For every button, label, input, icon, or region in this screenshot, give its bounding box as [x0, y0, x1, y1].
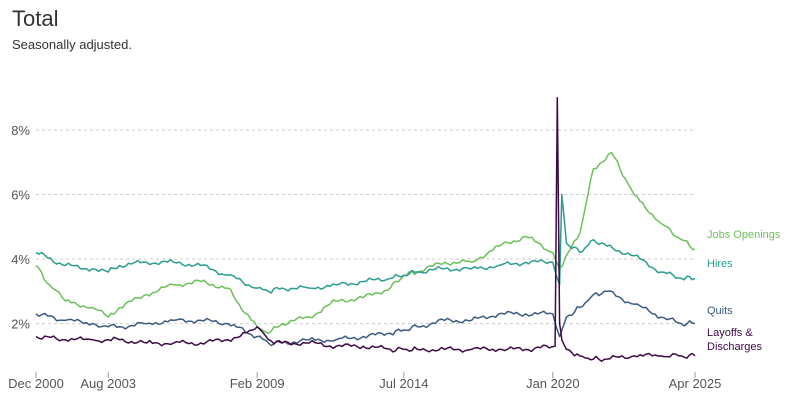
x-tick-label: Jul 2014 — [379, 376, 428, 391]
x-tick-label: Dec 2000 — [8, 376, 64, 391]
y-tick-label: 8% — [11, 123, 30, 138]
series-labels: Jobs Openings Hires Quits Layoffs & Discharg… — [707, 229, 781, 353]
x-tick-label: Aug 2003 — [80, 376, 136, 391]
series-label: Layoffs & — [707, 327, 753, 339]
series-label: Discharges — [707, 341, 763, 353]
chart-title: Total — [12, 6, 59, 31]
y-tick-label: 4% — [11, 252, 30, 267]
series-lines — [35, 96, 696, 363]
series-line-jobs-openings — [35, 151, 696, 335]
y-tick-label: 2% — [11, 317, 30, 332]
series-label: Jobs Openings — [707, 229, 781, 241]
x-tick-label: Apr 2025 — [669, 376, 722, 391]
x-tick-label: Jan 2020 — [526, 376, 580, 391]
axes: 2% 4% 6% 8% Dec 2000 Aug 2003 Feb 2009 Jul 2014… — [8, 123, 721, 391]
series-line-quits — [35, 290, 696, 347]
chart-subtitle: Seasonally adjusted. — [12, 37, 132, 52]
series-line-hires — [35, 193, 696, 294]
series-label: Quits — [707, 305, 733, 317]
x-tick-label: Feb 2009 — [230, 376, 285, 391]
series-label: Hires — [707, 258, 733, 270]
series-line-layoffs-discharges — [35, 96, 696, 363]
y-tick-label: 6% — [11, 188, 30, 203]
